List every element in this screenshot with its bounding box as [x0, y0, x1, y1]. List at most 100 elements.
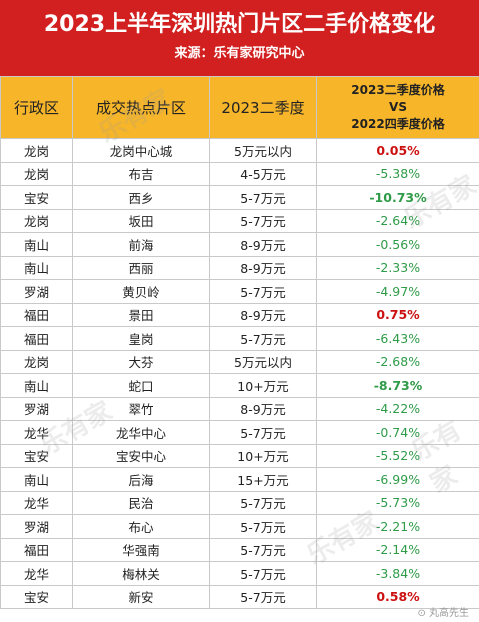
price-cell: 5万元以内	[209, 349, 317, 374]
table-row: 龙华 民治 5-7万元 -5.73%	[0, 490, 479, 515]
change-cell: 0.05%	[316, 138, 479, 163]
table-row: 南山 后海 15+万元 -6.99%	[0, 467, 479, 492]
change-cell: -4.22%	[316, 396, 479, 421]
table-row: 南山 西丽 8-9万元 -2.33%	[0, 255, 479, 280]
area-cell: 坂田	[72, 208, 210, 233]
area-cell: 华强南	[72, 537, 210, 562]
header-area: 成交热点片区	[72, 76, 210, 139]
district-cell: 龙华	[0, 561, 73, 586]
price-cell: 5-7万元	[209, 514, 317, 539]
page-title: 2023上半年深圳热门片区二手价格变化	[43, 12, 436, 37]
table-row: 龙岗 龙岗中心城 5万元以内 0.05%	[0, 138, 479, 163]
price-cell: 5-7万元	[209, 420, 317, 445]
price-cell: 5-7万元	[209, 561, 317, 586]
table-row: 南山 前海 8-9万元 -0.56%	[0, 232, 479, 257]
table-row: 宝安 宝安中心 10+万元 -5.52%	[0, 443, 479, 468]
district-cell: 宝安	[0, 443, 73, 468]
table-row: 龙华 梅林关 5-7万元 -3.84%	[0, 561, 479, 586]
price-cell: 5-7万元	[209, 185, 317, 210]
area-cell: 梅林关	[72, 561, 210, 586]
table-row: 福田 皇岗 5-7万元 -6.43%	[0, 326, 479, 351]
change-cell: -8.73%	[316, 373, 479, 398]
table-row: 罗湖 黄贝岭 5-7万元 -4.97%	[0, 279, 479, 304]
area-cell: 黄贝岭	[72, 279, 210, 304]
area-cell: 布吉	[72, 161, 210, 186]
price-cell: 10+万元	[209, 373, 317, 398]
district-cell: 福田	[0, 302, 73, 327]
change-cell: 0.58%	[316, 584, 479, 609]
price-cell: 5-7万元	[209, 208, 317, 233]
district-cell: 南山	[0, 255, 73, 280]
table-row: 宝安 西乡 5-7万元 -10.73%	[0, 185, 479, 210]
district-cell: 南山	[0, 467, 73, 492]
change-cell: -2.14%	[316, 537, 479, 562]
change-cell: -0.74%	[316, 420, 479, 445]
price-cell: 8-9万元	[209, 255, 317, 280]
area-cell: 龙岗中心城	[72, 138, 210, 163]
change-cell: -6.43%	[316, 326, 479, 351]
change-cell: -10.73%	[316, 185, 479, 210]
header-q2: 2023二季度	[209, 76, 317, 139]
change-cell: -5.73%	[316, 490, 479, 515]
district-cell: 龙华	[0, 420, 73, 445]
district-cell: 龙岗	[0, 349, 73, 374]
area-cell: 布心	[72, 514, 210, 539]
table-row: 龙岗 坂田 5-7万元 -2.64%	[0, 208, 479, 233]
table-row: 罗湖 布心 5-7万元 -2.21%	[0, 514, 479, 539]
table-row: 龙岗 大芬 5万元以内 -2.68%	[0, 349, 479, 374]
change-cell: 0.75%	[316, 302, 479, 327]
table-body: 龙岗 龙岗中心城 5万元以内 0.05% 龙岗 布吉 4-5万元 -5.38% 宝安 西乡 5-7万…	[0, 138, 479, 609]
area-cell: 大芬	[72, 349, 210, 374]
change-cell: -2.68%	[316, 349, 479, 374]
area-cell: 皇岗	[72, 326, 210, 351]
district-cell: 南山	[0, 232, 73, 257]
header-compare: 2023二季度价格 VS 2022四季度价格	[316, 76, 479, 139]
price-cell: 15+万元	[209, 467, 317, 492]
area-cell: 宝安中心	[72, 443, 210, 468]
district-cell: 罗湖	[0, 514, 73, 539]
table-row: 福田 华强南 5-7万元 -2.14%	[0, 537, 479, 562]
title-banner: 2023上半年深圳热门片区二手价格变化 来源：乐有家研究中心	[0, 0, 479, 76]
table-row: 福田 景田 8-9万元 0.75%	[0, 302, 479, 327]
area-cell: 蛇口	[72, 373, 210, 398]
district-cell: 龙华	[0, 490, 73, 515]
change-cell: -2.64%	[316, 208, 479, 233]
area-cell: 新安	[72, 584, 210, 609]
change-cell: -4.97%	[316, 279, 479, 304]
header-row: 行政区 成交热点片区 2023二季度 2023二季度价格 VS 2022四季度价…	[0, 76, 479, 139]
district-cell: 罗湖	[0, 279, 73, 304]
table-row: 南山 蛇口 10+万元 -8.73%	[0, 373, 479, 398]
header-compare-line2: VS	[389, 100, 407, 114]
source-note: 来源：乐有家研究中心	[174, 46, 305, 61]
header-compare-line1: 2023二季度价格	[351, 83, 445, 97]
price-cell: 8-9万元	[209, 232, 317, 257]
header-compare-line3: 2022四季度价格	[351, 117, 445, 131]
price-cell: 5-7万元	[209, 326, 317, 351]
area-cell: 西丽	[72, 255, 210, 280]
district-cell: 宝安	[0, 584, 73, 609]
district-cell: 罗湖	[0, 396, 73, 421]
district-cell: 福田	[0, 537, 73, 562]
area-cell: 翠竹	[72, 396, 210, 421]
table-row: 龙岗 布吉 4-5万元 -5.38%	[0, 161, 479, 186]
price-cell: 5-7万元	[209, 584, 317, 609]
price-cell: 5万元以内	[209, 138, 317, 163]
price-cell: 4-5万元	[209, 161, 317, 186]
district-cell: 龙岗	[0, 161, 73, 186]
price-cell: 8-9万元	[209, 396, 317, 421]
author-credit: ⊙ 丸高先生	[417, 608, 469, 619]
area-cell: 龙华中心	[72, 420, 210, 445]
table-row: 宝安 新安 5-7万元 0.58%	[0, 584, 479, 609]
price-cell: 5-7万元	[209, 279, 317, 304]
price-cell: 5-7万元	[209, 537, 317, 562]
table-row: 龙华 龙华中心 5-7万元 -0.74%	[0, 420, 479, 445]
price-cell: 8-9万元	[209, 302, 317, 327]
area-cell: 景田	[72, 302, 210, 327]
area-cell: 民治	[72, 490, 210, 515]
change-cell: -2.33%	[316, 255, 479, 280]
price-table: 行政区 成交热点片区 2023二季度 2023二季度价格 VS 2022四季度价…	[0, 76, 479, 609]
change-cell: -0.56%	[316, 232, 479, 257]
area-cell: 后海	[72, 467, 210, 492]
change-cell: -5.38%	[316, 161, 479, 186]
